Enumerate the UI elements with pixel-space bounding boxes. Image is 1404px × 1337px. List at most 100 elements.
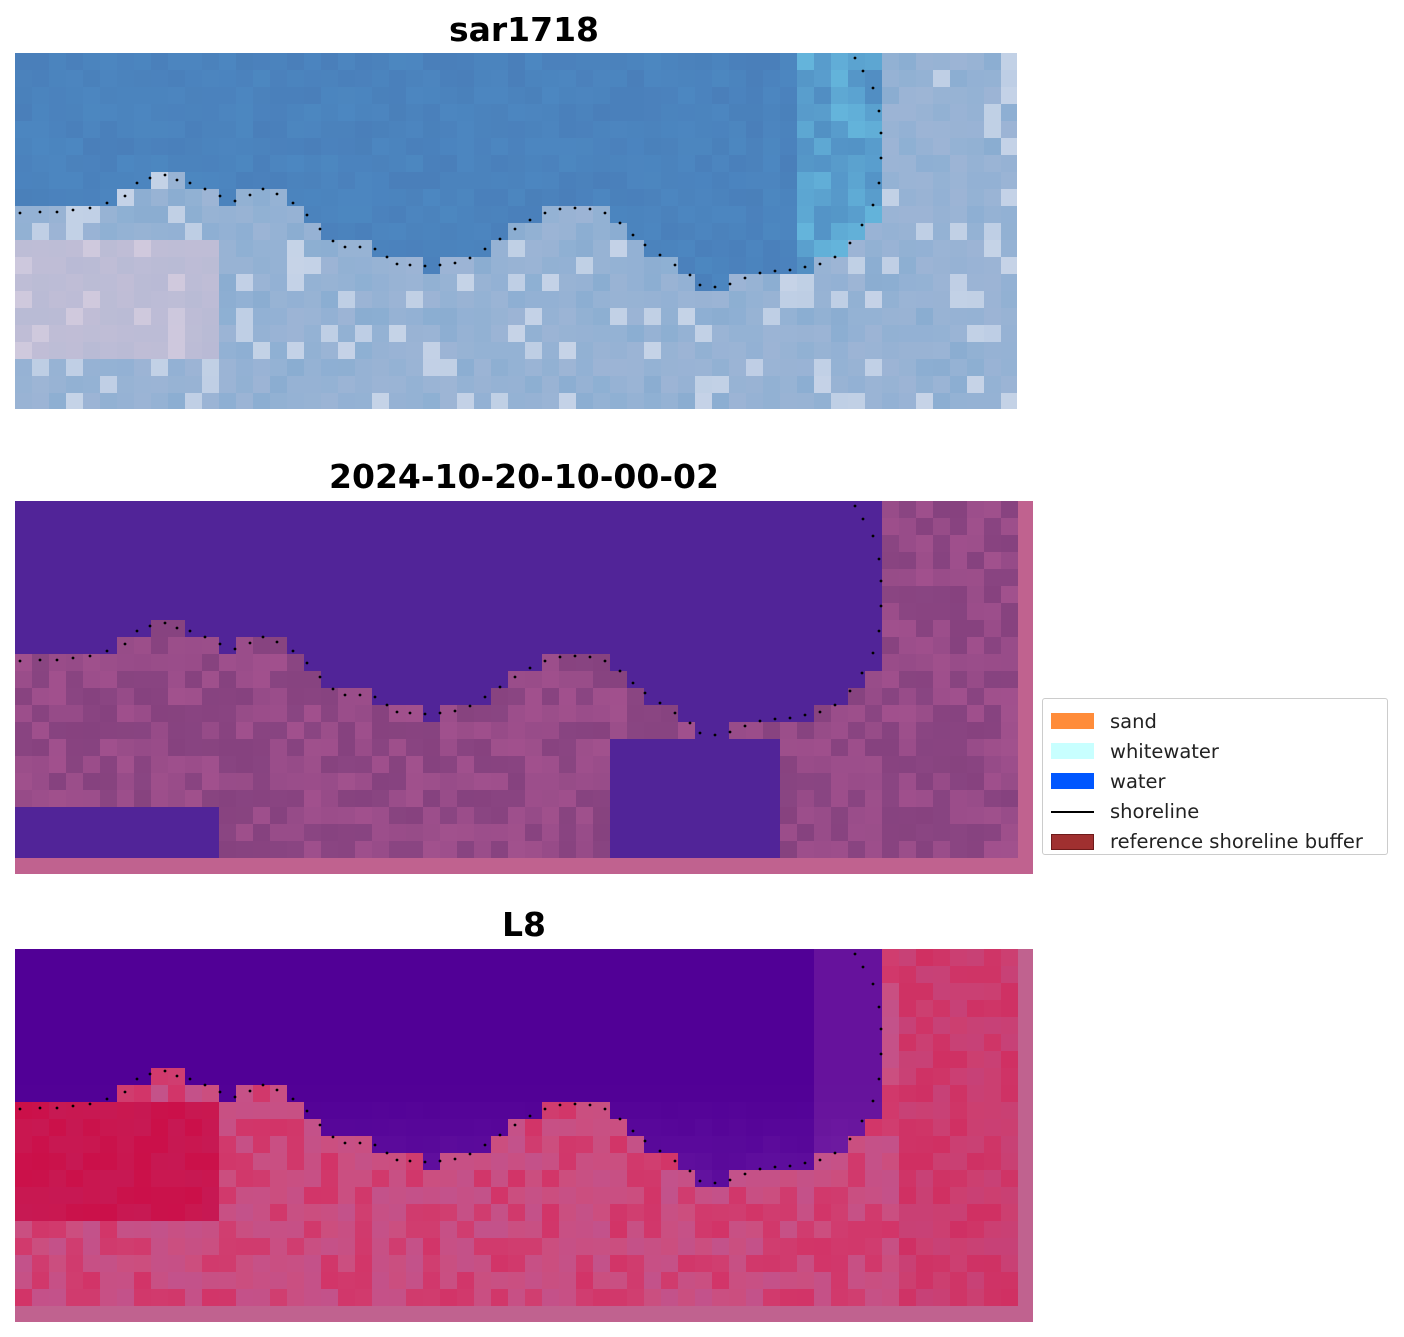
shoreline-point bbox=[218, 642, 222, 646]
shoreline-point bbox=[658, 701, 662, 705]
shoreline-point bbox=[803, 265, 807, 269]
shoreline-point bbox=[188, 1077, 192, 1081]
shoreline-point bbox=[233, 199, 237, 203]
l8-pixel-grid bbox=[15, 949, 1019, 1307]
legend: sand whitewater water shoreline referenc… bbox=[1042, 698, 1388, 855]
shoreline-point bbox=[71, 208, 75, 212]
shoreline-point bbox=[233, 1095, 237, 1099]
shoreline-point bbox=[203, 1083, 207, 1087]
shoreline-point bbox=[758, 271, 762, 275]
shoreline-point bbox=[468, 256, 472, 260]
shoreline-point bbox=[603, 211, 607, 215]
shoreline-point bbox=[618, 221, 622, 225]
panel-classified-image bbox=[15, 501, 1033, 874]
shoreline-point bbox=[423, 264, 427, 268]
shoreline-point bbox=[618, 669, 622, 673]
shoreline-point bbox=[543, 211, 547, 215]
shoreline-point bbox=[853, 56, 857, 60]
shoreline-point bbox=[453, 261, 457, 265]
shoreline-point bbox=[38, 1106, 42, 1110]
shoreline-point bbox=[588, 207, 592, 211]
shoreline-point bbox=[877, 181, 881, 185]
shoreline-point bbox=[233, 647, 237, 651]
shoreline-point bbox=[871, 651, 875, 655]
shoreline-point bbox=[658, 253, 662, 257]
panel-title-classified: 2024-10-20-10-00-02 bbox=[329, 457, 719, 496]
shoreline-point bbox=[218, 1090, 222, 1094]
shoreline-point bbox=[438, 711, 442, 715]
shoreline-point bbox=[861, 965, 865, 969]
legend-swatch-whitewater bbox=[1051, 743, 1094, 760]
legend-item-sand: sand bbox=[1051, 706, 1379, 736]
shoreline-point bbox=[879, 156, 883, 160]
shoreline-point bbox=[71, 656, 75, 660]
shoreline-point bbox=[318, 675, 322, 679]
shoreline-point bbox=[358, 1141, 362, 1145]
shoreline-point bbox=[879, 131, 883, 135]
shoreline-point bbox=[788, 1164, 792, 1168]
shoreline-point bbox=[853, 504, 857, 508]
shoreline-point bbox=[543, 659, 547, 663]
shoreline-point bbox=[673, 711, 677, 715]
shoreline-point bbox=[713, 285, 717, 289]
shoreline-point bbox=[573, 1102, 577, 1106]
shoreline-point bbox=[698, 283, 702, 287]
raster-border-bottom bbox=[15, 1306, 1033, 1322]
shoreline-point bbox=[261, 635, 265, 639]
shoreline-point bbox=[818, 262, 822, 266]
shoreline-point bbox=[603, 659, 607, 663]
legend-item-reference-buffer: reference shoreline buffer bbox=[1051, 827, 1379, 857]
shoreline-point bbox=[385, 1151, 389, 1155]
shoreline-point bbox=[261, 187, 265, 191]
shoreline-point bbox=[135, 181, 139, 185]
shoreline-point bbox=[713, 733, 717, 737]
raster-border-right bbox=[1018, 949, 1033, 1322]
shoreline-point bbox=[861, 517, 865, 521]
shoreline-point bbox=[543, 1107, 547, 1111]
shoreline-point bbox=[408, 711, 412, 715]
shoreline-point bbox=[871, 203, 875, 207]
shoreline-point bbox=[373, 1143, 377, 1147]
shoreline-point bbox=[773, 717, 777, 721]
shoreline-point bbox=[148, 624, 152, 628]
shoreline-point bbox=[773, 1165, 777, 1169]
shoreline-point bbox=[558, 655, 562, 659]
shoreline-point bbox=[343, 245, 347, 249]
shoreline-point bbox=[528, 218, 532, 222]
shoreline-point bbox=[468, 1152, 472, 1156]
shoreline-point bbox=[853, 952, 857, 956]
shoreline-point bbox=[658, 1149, 662, 1153]
shoreline-point bbox=[468, 704, 472, 708]
legend-swatch-reference-buffer bbox=[1051, 833, 1094, 850]
shoreline-point bbox=[331, 687, 335, 691]
shoreline-point bbox=[833, 1151, 837, 1155]
shoreline-point bbox=[331, 239, 335, 243]
rgb-pixel-grid bbox=[15, 53, 1017, 409]
shoreline-point bbox=[358, 245, 362, 249]
shoreline-point bbox=[203, 187, 207, 191]
shoreline-point bbox=[603, 1107, 607, 1111]
shoreline-point bbox=[879, 1027, 883, 1031]
shoreline-point bbox=[105, 1097, 109, 1101]
shoreline-point bbox=[408, 263, 412, 267]
shoreline-point bbox=[713, 1181, 717, 1185]
panel-title-rgb: sar1718 bbox=[448, 10, 600, 49]
shoreline-point bbox=[123, 194, 127, 198]
shoreline-point bbox=[148, 176, 152, 180]
shoreline-point bbox=[528, 666, 532, 670]
shoreline-point bbox=[871, 534, 875, 538]
shoreline-point bbox=[513, 227, 517, 231]
shoreline-point bbox=[643, 1139, 647, 1143]
shoreline-point bbox=[105, 649, 109, 653]
shoreline-point bbox=[871, 982, 875, 986]
shoreline-point bbox=[395, 710, 399, 714]
shoreline-point bbox=[175, 626, 179, 630]
shoreline-point bbox=[877, 629, 881, 633]
shoreline-point bbox=[743, 724, 747, 728]
class-pixel-grid bbox=[15, 501, 1019, 859]
shoreline-point bbox=[18, 211, 22, 215]
shoreline-point bbox=[275, 640, 279, 644]
shoreline-point bbox=[860, 223, 864, 227]
shoreline-point bbox=[343, 1141, 347, 1145]
shoreline-point bbox=[528, 1114, 532, 1118]
